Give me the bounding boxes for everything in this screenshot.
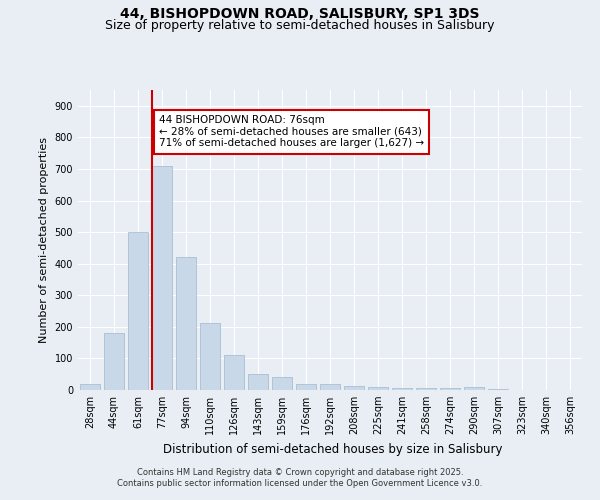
Text: Distribution of semi-detached houses by size in Salisbury: Distribution of semi-detached houses by … xyxy=(163,442,503,456)
Bar xyxy=(176,258,196,390)
Bar xyxy=(104,333,124,390)
Bar xyxy=(368,387,388,390)
Bar xyxy=(128,232,148,390)
Bar xyxy=(272,378,292,390)
Bar xyxy=(224,356,244,390)
Bar xyxy=(440,388,460,390)
Bar xyxy=(464,388,484,390)
Bar xyxy=(344,386,364,390)
Text: 44 BISHOPDOWN ROAD: 76sqm
← 28% of semi-detached houses are smaller (643)
71% of: 44 BISHOPDOWN ROAD: 76sqm ← 28% of semi-… xyxy=(159,116,424,148)
Bar xyxy=(416,388,436,390)
Bar xyxy=(296,384,316,390)
Bar xyxy=(392,388,412,390)
Text: Size of property relative to semi-detached houses in Salisbury: Size of property relative to semi-detach… xyxy=(105,18,495,32)
Text: Contains HM Land Registry data © Crown copyright and database right 2025.
Contai: Contains HM Land Registry data © Crown c… xyxy=(118,468,482,487)
Bar xyxy=(248,374,268,390)
Bar xyxy=(488,388,508,390)
Text: 44, BISHOPDOWN ROAD, SALISBURY, SP1 3DS: 44, BISHOPDOWN ROAD, SALISBURY, SP1 3DS xyxy=(120,8,480,22)
Bar xyxy=(80,384,100,390)
Bar xyxy=(200,322,220,390)
Bar xyxy=(152,166,172,390)
Bar xyxy=(320,384,340,390)
Y-axis label: Number of semi-detached properties: Number of semi-detached properties xyxy=(39,137,49,343)
